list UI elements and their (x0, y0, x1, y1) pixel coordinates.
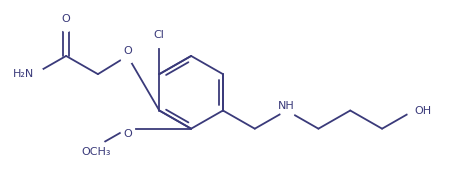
Text: O: O (123, 46, 132, 56)
Text: H₂N: H₂N (13, 69, 34, 79)
Text: O: O (123, 129, 132, 139)
Text: OCH₃: OCH₃ (81, 147, 111, 157)
Text: NH: NH (278, 101, 295, 110)
Text: OH: OH (414, 106, 431, 115)
Text: Cl: Cl (154, 30, 165, 40)
Text: O: O (62, 14, 71, 24)
